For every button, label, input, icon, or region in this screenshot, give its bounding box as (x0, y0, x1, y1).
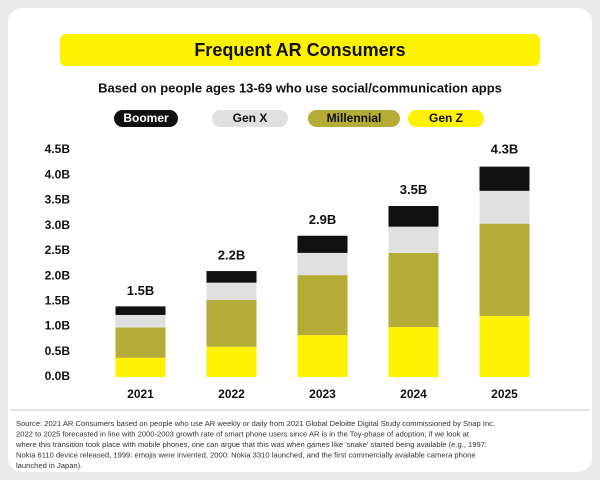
bar-segment (479, 166, 530, 191)
bar-segment (297, 335, 348, 377)
y-tick-label: 1.5B (45, 294, 71, 308)
bar-segment (388, 252, 439, 328)
chart-title: Frequent AR Consumers (194, 40, 405, 60)
bar-segment (479, 190, 530, 224)
footnote-line: Source: 2021 AR Consumers based on peopl… (16, 419, 495, 428)
x-tick-label: 2022 (218, 387, 245, 401)
bar-segment (206, 299, 257, 347)
total-label: 2.2B (218, 247, 245, 262)
y-tick-label: 4.0B (45, 167, 71, 181)
bar-segment (115, 314, 166, 328)
footnote-line: launched in Japan). (16, 461, 82, 470)
bar-segment (388, 205, 439, 227)
bar-segment (206, 346, 257, 377)
total-label: 1.5B (127, 283, 154, 298)
legend-label: Millennial (327, 111, 382, 125)
legend-label: Boomer (123, 111, 169, 125)
bar-segment (297, 275, 348, 336)
y-tick-label: 4.5B (45, 142, 71, 156)
bar-segment (115, 327, 166, 358)
total-label: 3.5B (400, 182, 427, 197)
bar-segment (115, 306, 166, 315)
bar-segment (479, 315, 530, 377)
y-tick-label: 2.5B (45, 243, 71, 257)
x-tick-label: 2021 (127, 387, 154, 401)
legend-swatch (212, 110, 288, 127)
x-tick-label: 2025 (491, 387, 518, 401)
footnote-line: where this transition took place with mo… (15, 440, 487, 449)
y-tick-label: 3.5B (45, 193, 71, 207)
legend-swatch (408, 110, 484, 127)
footnote-line: Nokia 6110 device released, 1999: emojis… (16, 451, 476, 460)
legend-swatch (114, 110, 178, 127)
x-tick-label: 2023 (309, 387, 336, 401)
y-tick-label: 2.0B (45, 268, 71, 282)
bar-segment (115, 357, 166, 377)
total-label: 2.9B (309, 212, 336, 227)
legend-label: Gen X (233, 111, 268, 125)
y-tick-label: 0.5B (45, 344, 71, 358)
bar-segment (297, 235, 348, 253)
x-tick-label: 2024 (400, 387, 427, 401)
bar-segment (206, 271, 257, 283)
bar-segment (388, 226, 439, 253)
footnote-line: 2022 to 2025 forecasted in line with 200… (16, 430, 470, 439)
y-tick-label: 0.0B (45, 369, 71, 383)
bar-segment (479, 223, 530, 316)
total-label: 4.3B (491, 142, 518, 157)
y-tick-label: 1.0B (45, 319, 71, 333)
title-banner (60, 34, 540, 66)
legend-swatch (308, 110, 400, 127)
chart-subtitle: Based on people ages 13-69 who use socia… (98, 80, 502, 95)
bar-segment (297, 252, 348, 276)
bar-segment (388, 327, 439, 377)
bar-segment (206, 282, 257, 300)
legend-label: Gen Z (429, 111, 463, 125)
y-tick-label: 3.0B (45, 218, 71, 232)
